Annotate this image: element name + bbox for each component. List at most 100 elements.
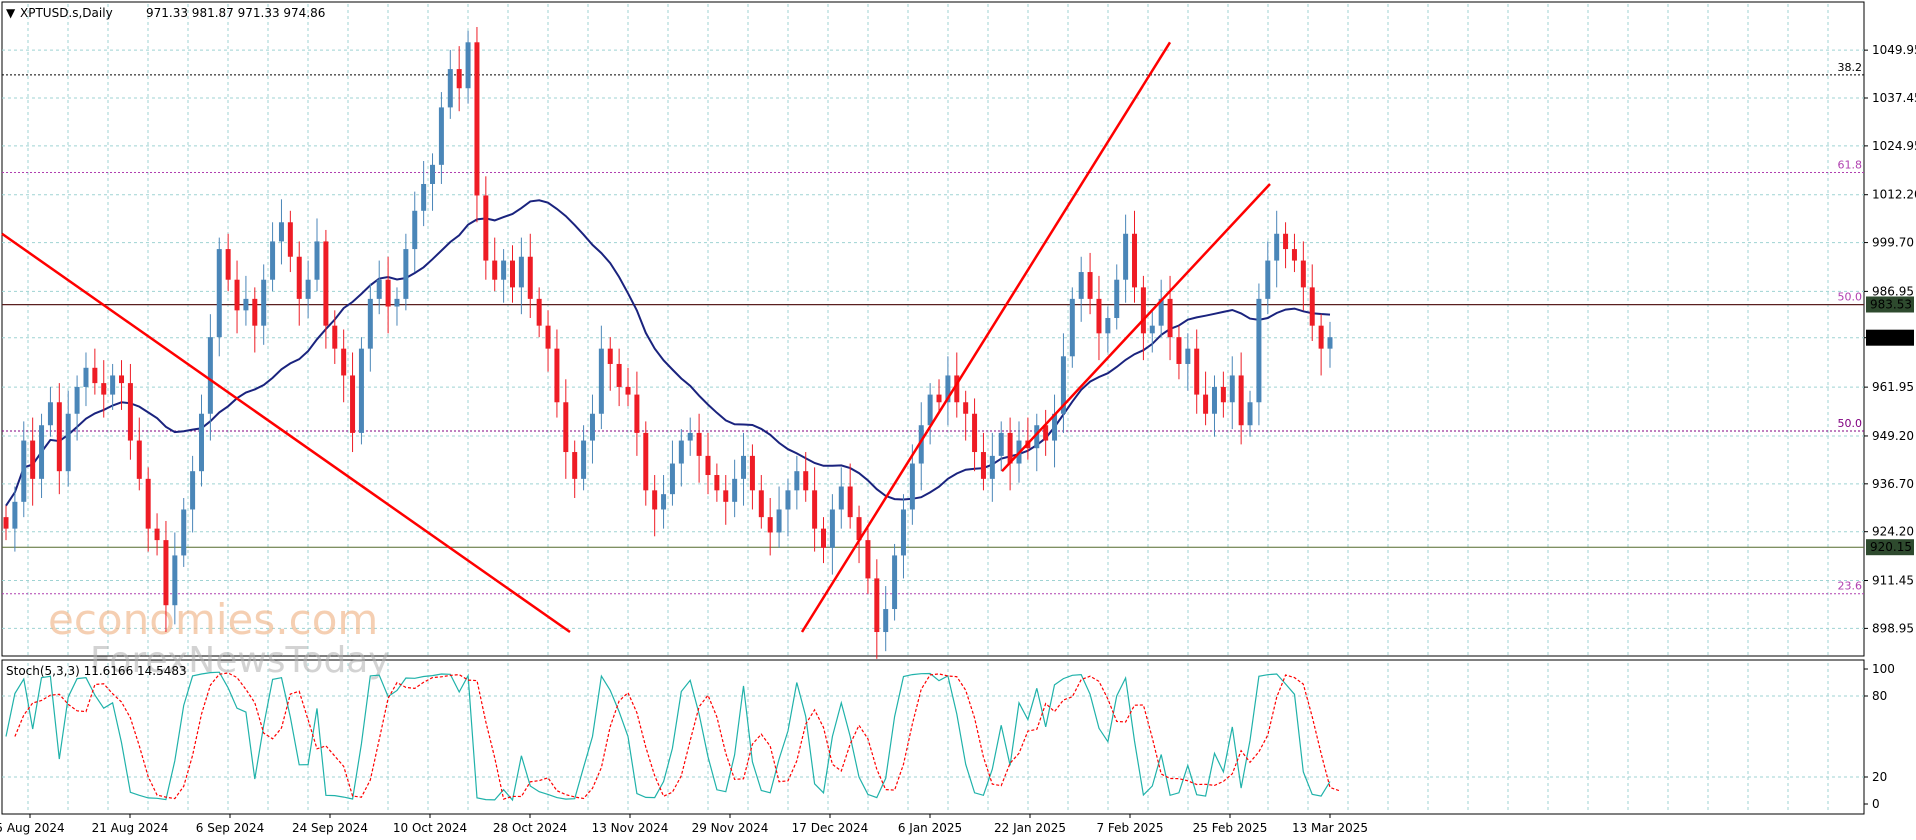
candle bbox=[1220, 371, 1226, 418]
candle bbox=[1283, 222, 1289, 269]
candle bbox=[625, 367, 631, 407]
price-label: 920.15 bbox=[1870, 540, 1912, 554]
candle bbox=[421, 161, 427, 227]
candle bbox=[1123, 214, 1129, 303]
candle bbox=[323, 229, 329, 349]
price-tick: 986.95 bbox=[1872, 284, 1914, 298]
candle bbox=[643, 421, 649, 506]
indicator-panel-frame bbox=[1, 659, 1865, 815]
candle bbox=[207, 314, 213, 441]
candle bbox=[936, 379, 942, 414]
candle bbox=[483, 176, 489, 280]
candle bbox=[980, 432, 986, 491]
candle bbox=[430, 153, 436, 211]
candle bbox=[314, 218, 320, 292]
candle bbox=[74, 375, 80, 441]
candle bbox=[669, 440, 675, 506]
price-axis: 1049.95 1037.45 1024.95 1012.20 999.70 986.95… bbox=[1864, 43, 1916, 635]
candle bbox=[190, 455, 196, 533]
candle bbox=[1034, 413, 1040, 472]
candle bbox=[518, 237, 524, 315]
price-tick: 911.45 bbox=[1872, 574, 1914, 588]
price-tick: 1024.95 bbox=[1872, 139, 1916, 153]
candle bbox=[1327, 321, 1333, 368]
stoch-main bbox=[5, 671, 1331, 802]
candle bbox=[332, 310, 338, 364]
candle bbox=[687, 417, 693, 456]
candle bbox=[225, 233, 231, 292]
candle bbox=[714, 463, 720, 502]
candle bbox=[1229, 356, 1235, 430]
time-tick: 17 Dec 2024 bbox=[792, 821, 869, 835]
candle bbox=[234, 260, 240, 334]
candle bbox=[892, 543, 898, 621]
time-tick: 13 Mar 2025 bbox=[1292, 821, 1368, 835]
candle bbox=[900, 494, 906, 579]
price-tick: 1049.95 bbox=[1872, 43, 1916, 57]
watermark-line1: economies.com bbox=[48, 595, 378, 644]
price-tick: 961.95 bbox=[1872, 380, 1914, 394]
candle bbox=[776, 486, 782, 548]
candle bbox=[181, 497, 187, 567]
candle bbox=[3, 505, 9, 541]
candle bbox=[998, 421, 1004, 472]
candle bbox=[758, 475, 764, 529]
candle bbox=[1114, 264, 1120, 330]
header-arrow: ▼ bbox=[6, 6, 16, 20]
candle bbox=[1265, 241, 1271, 315]
time-tick: 7 Feb 2025 bbox=[1096, 821, 1163, 835]
candle bbox=[989, 432, 995, 502]
candle bbox=[136, 417, 142, 491]
moving-average bbox=[5, 199, 1331, 507]
level-lines: 38.2 61.8 50.0 50.0 23.6 bbox=[2, 61, 1864, 595]
stochastic-lines bbox=[5, 671, 1340, 802]
candle bbox=[21, 421, 27, 518]
time-tick: 6 Sep 2024 bbox=[196, 821, 264, 835]
candle bbox=[607, 337, 613, 391]
candle bbox=[536, 287, 542, 338]
candle bbox=[705, 432, 711, 495]
trendline-2 bbox=[1001, 183, 1271, 473]
grid bbox=[2, 4, 1864, 812]
candle bbox=[30, 417, 36, 506]
candle bbox=[634, 371, 640, 456]
trendline-0 bbox=[1, 232, 571, 634]
candle bbox=[145, 467, 151, 552]
candle bbox=[1132, 210, 1138, 303]
candle bbox=[1300, 241, 1306, 311]
watermark: economies.com ForexNewsToday bbox=[48, 595, 390, 681]
candle bbox=[92, 348, 98, 395]
candle bbox=[847, 463, 853, 529]
candle bbox=[252, 287, 258, 353]
candle bbox=[1069, 287, 1075, 368]
candle bbox=[1052, 394, 1058, 468]
ma-line bbox=[5, 199, 1331, 507]
level-label-2: 50.0 bbox=[1838, 291, 1863, 304]
candle bbox=[56, 383, 62, 495]
candle bbox=[581, 425, 587, 491]
price-label: 983.53 bbox=[1870, 297, 1912, 311]
header-ohlc: 971.33 981.87 971.33 974.86 bbox=[146, 6, 325, 20]
candle bbox=[1149, 310, 1155, 353]
candle bbox=[376, 260, 382, 315]
candle bbox=[119, 360, 125, 410]
price-tick: 999.70 bbox=[1872, 236, 1914, 250]
candle bbox=[589, 394, 595, 464]
candle bbox=[492, 237, 498, 292]
candle bbox=[1105, 306, 1111, 353]
time-tick: 28 Oct 2024 bbox=[493, 821, 567, 835]
indicator-tick: 100 bbox=[1872, 662, 1895, 676]
candle bbox=[1256, 283, 1262, 426]
candle bbox=[652, 475, 658, 537]
candle bbox=[749, 444, 755, 510]
candle bbox=[883, 586, 889, 652]
candle bbox=[296, 241, 302, 326]
level-label-1: 61.8 bbox=[1838, 158, 1863, 171]
candle bbox=[794, 455, 800, 510]
candle bbox=[1238, 352, 1244, 445]
price-tick: 898.95 bbox=[1872, 621, 1914, 635]
candle bbox=[563, 379, 569, 479]
level-label-0: 38.2 bbox=[1838, 61, 1863, 74]
header-symbol: XPTUSD.s,Daily bbox=[20, 6, 113, 20]
